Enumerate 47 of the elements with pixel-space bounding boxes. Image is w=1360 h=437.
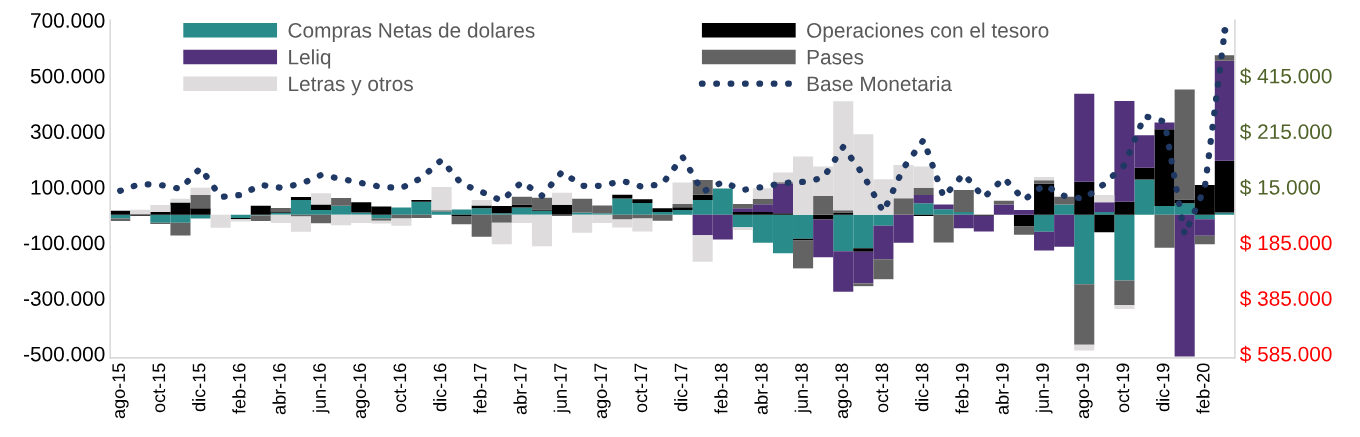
x-tick-label: feb-20 bbox=[1196, 363, 1210, 414]
x-tick-label: dic-19 bbox=[1156, 363, 1170, 412]
legend-label: Letras y otros bbox=[289, 76, 413, 96]
y2-tick-label: $ 385.000 bbox=[1239, 290, 1332, 308]
x-tick-label: dic-15 bbox=[192, 363, 206, 412]
legend-label: Base Monetaria bbox=[807, 75, 952, 92]
y-tick-label: -300.000 bbox=[23, 291, 105, 306]
x-tick-label: feb-19 bbox=[955, 363, 969, 414]
legend-label: Operaciones con el tesoro bbox=[807, 22, 1049, 42]
x-tick-label: ago-15 bbox=[112, 363, 129, 419]
y2-tick-label: $ 415.000 bbox=[1239, 67, 1332, 85]
x-tick-label: oct-17 bbox=[634, 363, 648, 413]
x-tick-label: jun-17 bbox=[553, 363, 571, 414]
y-tick-label: 500.000 bbox=[30, 68, 105, 84]
x-tick-label: jun-18 bbox=[794, 363, 812, 414]
x-tick-label: jun-19 bbox=[1035, 363, 1053, 414]
y-tick-label: -500.000 bbox=[23, 346, 105, 362]
x-tick-label: jun-16 bbox=[312, 363, 330, 414]
x-tick-label: abr-19 bbox=[995, 363, 1009, 415]
x-tick-label: oct-19 bbox=[1116, 363, 1130, 413]
legend-label: Pases bbox=[807, 49, 864, 65]
y-tick-label: 100.000 bbox=[31, 179, 105, 195]
legend-label: Compras Netas de dolares bbox=[288, 22, 535, 42]
x-tick-label: feb-18 bbox=[714, 363, 728, 414]
x-tick-label: ago-17 bbox=[594, 363, 611, 419]
x-tick-label: abr-18 bbox=[754, 363, 768, 415]
x-tick-label: dic-16 bbox=[433, 363, 447, 412]
x-tick-label: feb-17 bbox=[473, 363, 487, 414]
x-tick-label: abr-17 bbox=[513, 363, 527, 415]
y2-tick-label: $ 15.000 bbox=[1239, 179, 1321, 196]
x-tick-label: feb-16 bbox=[232, 363, 246, 414]
y-tick-label: 700.000 bbox=[31, 13, 105, 28]
x-tick-label: ago-18 bbox=[835, 363, 852, 419]
x-tick-label: ago-16 bbox=[353, 363, 370, 419]
y-tick-label: 300.000 bbox=[30, 124, 105, 140]
legend-label: Leliq bbox=[289, 49, 331, 69]
y-tick-label: -100.000 bbox=[23, 235, 105, 251]
x-tick-label: abr-16 bbox=[272, 363, 286, 415]
y2-tick-label: $ 215.000 bbox=[1239, 123, 1332, 141]
y2-tick-label: $ 185.000 bbox=[1239, 234, 1332, 252]
y2-tick-label: $ 585.000 bbox=[1239, 345, 1332, 363]
x-tick-label: oct-15 bbox=[152, 363, 166, 413]
x-tick-label: dic-17 bbox=[674, 363, 688, 412]
x-tick-label: ago-19 bbox=[1076, 363, 1093, 419]
x-tick-label: oct-18 bbox=[875, 363, 889, 413]
x-tick-label: oct-16 bbox=[393, 363, 407, 413]
x-tick-label: dic-18 bbox=[915, 363, 929, 412]
